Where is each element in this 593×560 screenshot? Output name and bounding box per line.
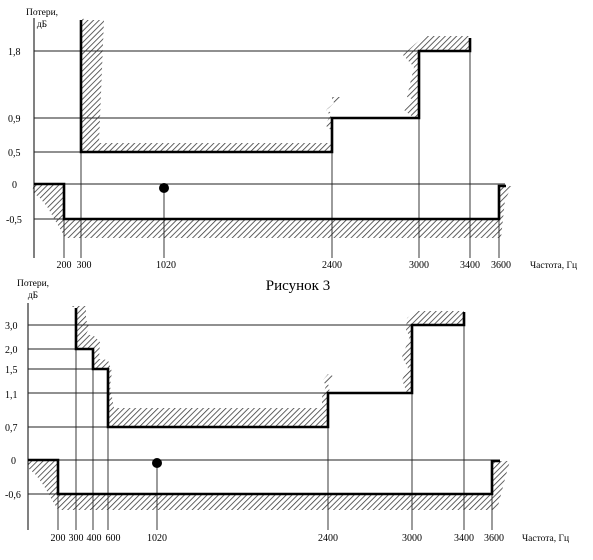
- d2-x-axis: 200 300 400 600 1020 2400 3000 3400 3600…: [51, 533, 570, 544]
- d1-x-tick-200: 200: [57, 260, 72, 271]
- d1-x-axis-label: Частота, Гц: [530, 261, 577, 271]
- d2-upper-mask-line: [74, 308, 466, 429]
- d2-x-tick-600: 600: [106, 533, 121, 544]
- figure-caption: Рисунок 3: [266, 278, 330, 294]
- d2-guides: [28, 324, 500, 530]
- d1-lower-mask-line: [34, 182, 506, 221]
- d1-y-tick-0: 0: [12, 180, 17, 191]
- d2-lower-mask-line: [28, 458, 500, 496]
- d2-x-tick-3400: 3400: [454, 533, 474, 544]
- d2-y-tick-minus-0-6: -0,6: [5, 490, 21, 501]
- d2-y-axis: Потери, дБ 3,0 2,0 1,5 1,1 0,7 0 -0,6: [5, 279, 49, 530]
- d1-y-axis: Потери, дБ 1,8 0,9 0,5 0 -0,5: [6, 8, 58, 258]
- d1-upper-mask-line: [79, 20, 472, 154]
- d1-y-axis-label-line2: дБ: [37, 20, 47, 30]
- d2-x-tick-3000: 3000: [402, 533, 422, 544]
- d2-x-tick-2400: 2400: [318, 533, 338, 544]
- d2-y-tick-3-0: 3,0: [5, 321, 18, 332]
- d1-x-tick-3600: 3600: [491, 260, 511, 271]
- d2-x-axis-label: Частота, Гц: [522, 534, 569, 544]
- d1-x-axis: 200 300 1020 2400 3000 3400 3600 Частота…: [57, 260, 578, 271]
- d1-guides: [34, 50, 505, 258]
- d2-y-tick-2-0: 2,0: [5, 345, 18, 356]
- d2-y-tick-1-5: 1,5: [5, 365, 18, 376]
- d2-y-tick-1-1: 1,1: [5, 390, 18, 401]
- upper-mask-diagram: Потери, дБ 1,8 0,9 0,5 0 -0,5: [6, 8, 577, 271]
- d1-y-tick-0-5: 0,5: [8, 148, 21, 159]
- d2-x-tick-300: 300: [69, 533, 84, 544]
- d2-x-tick-400: 400: [87, 533, 102, 544]
- d1-reference-point-marker: [159, 183, 169, 193]
- d2-y-tick-0: 0: [11, 456, 16, 467]
- lower-mask-diagram: Потери, дБ 3,0 2,0 1,5 1,1 0,7 0 -0,6: [5, 279, 569, 544]
- d2-y-axis-label-line2: дБ: [28, 291, 38, 301]
- d1-y-axis-label-line1: Потери,: [26, 8, 58, 18]
- d2-x-tick-1020: 1020: [147, 533, 167, 544]
- d1-x-tick-1020: 1020: [156, 260, 176, 271]
- d2-y-tick-0-7: 0,7: [5, 423, 18, 434]
- d1-x-tick-300: 300: [77, 260, 92, 271]
- d2-x-tick-200: 200: [51, 533, 66, 544]
- d1-x-tick-3000: 3000: [409, 260, 429, 271]
- d1-x-tick-2400: 2400: [322, 260, 342, 271]
- d2-hatched-regions: [28, 306, 510, 510]
- d1-y-tick-1-8: 1,8: [8, 47, 21, 58]
- d2-y-axis-label-line1: Потери,: [17, 279, 49, 289]
- d1-y-tick-minus-0-5: -0,5: [6, 215, 22, 226]
- d1-y-tick-0-9: 0,9: [8, 114, 21, 125]
- d2-reference-point-marker: [152, 458, 162, 468]
- d1-hatched-regions: [32, 18, 512, 238]
- d1-x-tick-3400: 3400: [460, 260, 480, 271]
- d2-x-tick-3600: 3600: [484, 533, 504, 544]
